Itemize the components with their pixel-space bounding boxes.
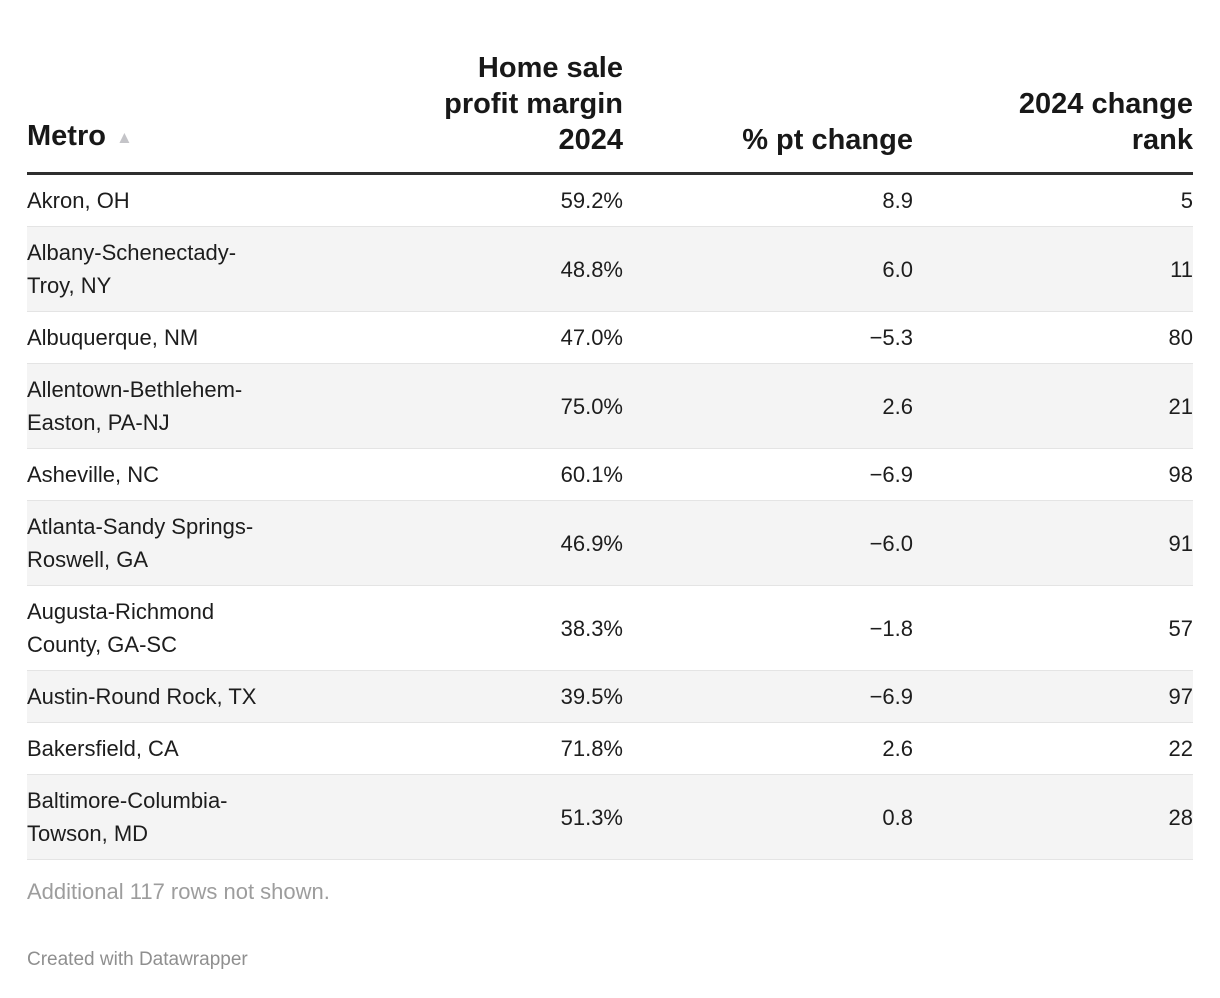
margin-cell: 46.9%	[407, 500, 623, 586]
table-row: Albany-Schenectady- Troy, NY 48.8% 6.0 11	[27, 226, 1193, 312]
change-cell: 6.0	[623, 226, 913, 312]
rank-cell: 91	[913, 500, 1193, 586]
rank-cell: 22	[913, 722, 1193, 775]
change-cell: −1.8	[623, 585, 913, 671]
rank-cell: 21	[913, 363, 1193, 449]
table-row: Albuquerque, NM 47.0% −5.3 80	[27, 311, 1193, 364]
change-cell: 2.6	[623, 722, 913, 775]
change-cell: −6.0	[623, 500, 913, 586]
rank-cell: 11	[913, 226, 1193, 312]
metro-cell: Asheville, NC	[27, 448, 407, 501]
table-row: Asheville, NC 60.1% −6.9 98	[27, 448, 1193, 501]
metro-cell: Albany-Schenectady- Troy, NY	[27, 226, 407, 312]
datawrapper-attribution[interactable]: Created with Datawrapper	[27, 949, 248, 970]
rank-cell: 28	[913, 774, 1193, 860]
change-cell: 0.8	[623, 774, 913, 860]
table-row: Austin-Round Rock, TX 39.5% −6.9 97	[27, 670, 1193, 723]
metro-cell: Baltimore-Columbia- Towson, MD	[27, 774, 407, 860]
rank-cell: 98	[913, 448, 1193, 501]
rank-cell: 5	[913, 173, 1193, 227]
sort-ascending-icon: ▲	[115, 128, 133, 147]
margin-cell: 38.3%	[407, 585, 623, 671]
column-header-metro-label: Metro	[27, 120, 106, 152]
margin-cell: 51.3%	[407, 774, 623, 860]
margin-cell: 71.8%	[407, 722, 623, 775]
column-header-profit-margin[interactable]: Home sale profit margin 2024	[407, 50, 623, 175]
margin-cell: 48.8%	[407, 226, 623, 312]
table-row: Augusta-Richmond County, GA-SC 38.3% −1.8 5…	[27, 585, 1193, 671]
margin-cell: 75.0%	[407, 363, 623, 449]
table-header: Metro ▲ Home sale profit margin 2024 % pt…	[27, 50, 1193, 175]
data-table: Metro ▲ Home sale profit margin 2024 % pt…	[27, 50, 1193, 860]
change-cell: −6.9	[623, 670, 913, 723]
rank-cell: 57	[913, 585, 1193, 671]
table-row: Akron, OH 59.2% 8.9 5	[27, 173, 1193, 227]
margin-cell: 60.1%	[407, 448, 623, 501]
metro-cell: Akron, OH	[27, 173, 407, 227]
change-cell: −6.9	[623, 448, 913, 501]
table-row: Baltimore-Columbia- Towson, MD 51.3% 0.8 28	[27, 774, 1193, 860]
metro-cell: Bakersfield, CA	[27, 722, 407, 775]
rank-cell: 97	[913, 670, 1193, 723]
column-header-metro[interactable]: Metro ▲	[27, 50, 407, 175]
metro-cell: Allentown-Bethlehem- Easton, PA-NJ	[27, 363, 407, 449]
column-header-change-rank[interactable]: 2024 change rank	[913, 50, 1193, 175]
margin-cell: 39.5%	[407, 670, 623, 723]
column-header-pt-change[interactable]: % pt change	[623, 50, 913, 175]
margin-cell: 59.2%	[407, 173, 623, 227]
table-row: Bakersfield, CA 71.8% 2.6 22	[27, 722, 1193, 775]
datawrapper-table: Metro ▲ Home sale profit margin 2024 % pt…	[27, 50, 1193, 970]
table-body: Akron, OH 59.2% 8.9 5 Albany-Schenectady- Tr…	[27, 173, 1193, 860]
change-cell: 8.9	[623, 173, 913, 227]
rows-not-shown-note: Additional 117 rows not shown.	[27, 879, 330, 904]
change-cell: 2.6	[623, 363, 913, 449]
change-cell: −5.3	[623, 311, 913, 364]
table-row: Allentown-Bethlehem- Easton, PA-NJ 75.0% 2…	[27, 363, 1193, 449]
metro-cell: Atlanta-Sandy Springs- Roswell, GA	[27, 500, 407, 586]
metro-cell: Austin-Round Rock, TX	[27, 670, 407, 723]
header-row: Metro ▲ Home sale profit margin 2024 % pt…	[27, 50, 1193, 175]
metro-cell: Albuquerque, NM	[27, 311, 407, 364]
margin-cell: 47.0%	[407, 311, 623, 364]
metro-cell: Augusta-Richmond County, GA-SC	[27, 585, 407, 671]
table-row: Atlanta-Sandy Springs- Roswell, GA 46.9% −…	[27, 500, 1193, 586]
rank-cell: 80	[913, 311, 1193, 364]
